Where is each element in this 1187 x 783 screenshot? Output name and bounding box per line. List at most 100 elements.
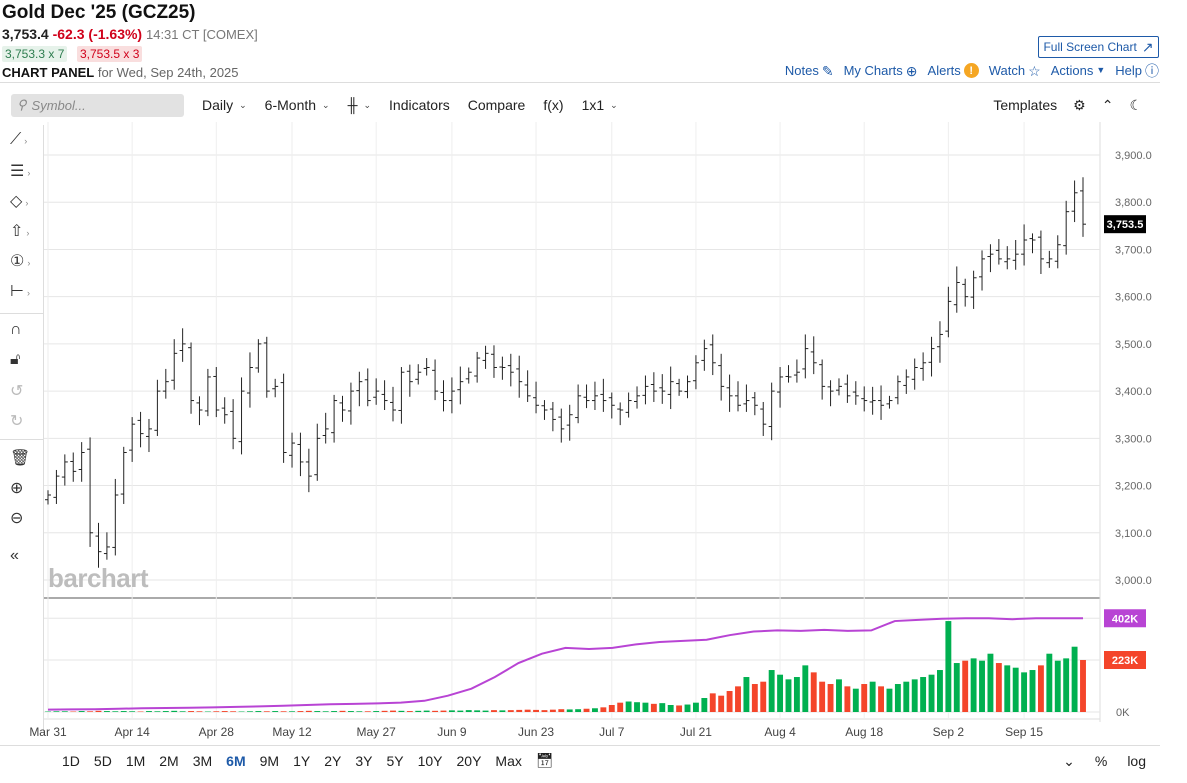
calendar-icon[interactable]: 📅︎ <box>535 752 554 768</box>
marker-tool-icon[interactable]: ① › <box>10 253 31 270</box>
range-1y[interactable]: 1Y <box>293 752 311 769</box>
redo-icon[interactable]: ↻ <box>10 413 24 430</box>
volume-bar <box>869 681 876 712</box>
ohlc-bar <box>617 402 624 426</box>
line-tool-icon[interactable]: ⟋ › <box>10 131 28 148</box>
range-dropdown[interactable]: 6-Month ⌄ <box>265 97 330 113</box>
alerts-link[interactable]: Alerts! <box>928 63 979 78</box>
templates-button[interactable]: Templates <box>993 97 1058 113</box>
arrow-tool-icon[interactable]: ⇧ › <box>10 223 30 240</box>
ohlc-bar <box>642 375 649 405</box>
ohlc-bar <box>718 353 725 401</box>
undo-icon[interactable]: ↺ <box>10 383 24 400</box>
ohlc-bar <box>78 442 85 482</box>
ohlc-bar <box>1029 233 1036 254</box>
volume-bar <box>398 710 405 712</box>
volume-bar <box>263 711 270 712</box>
range-buttons: 1D 5D 1M 2M 3M 6M 9M 1Y 2Y 3Y 5Y 10Y 20Y Max <box>48 753 522 769</box>
actions-label: Actions <box>1050 63 1094 78</box>
ohlc-bar <box>1080 177 1086 237</box>
date-tick-label: Jul 21 <box>680 725 712 739</box>
volume-bar <box>549 709 556 712</box>
price-tick-label: 3,700.0 <box>1115 244 1152 256</box>
ohlc-bar <box>760 401 767 436</box>
range-5d[interactable]: 5D <box>93 752 112 769</box>
layout-dropdown[interactable]: 1x1 ⌄ <box>582 97 618 113</box>
range-1m[interactable]: 1M <box>125 752 146 769</box>
percent-toggle[interactable]: % <box>1094 753 1108 769</box>
full-screen-chart-button[interactable]: Full Screen Chart ↗ <box>1038 36 1159 58</box>
actions-menu[interactable]: Actions ▼ <box>1051 63 1106 78</box>
ohlc-bar <box>558 408 565 443</box>
alert-icon: ! <box>963 63 979 78</box>
date-tick-label: Sep 2 <box>933 725 965 739</box>
ohlc-bar <box>634 386 641 409</box>
range-1d[interactable]: 1D <box>62 752 80 769</box>
chart-type-dropdown[interactable]: ╫ ⌄ <box>348 97 371 113</box>
ohlc-bar <box>583 384 590 409</box>
help-label: Help <box>1115 63 1142 78</box>
range-5y[interactable]: 5Y <box>386 752 404 769</box>
ohlc-bar <box>415 364 422 385</box>
divider <box>0 82 1160 83</box>
symbol-search-input[interactable]: ⚲ Symbol... <box>11 93 184 117</box>
volume-bar <box>726 691 733 712</box>
volume-bar <box>684 704 691 712</box>
date-tick-label: Aug 4 <box>764 725 796 739</box>
shape-tool-icon[interactable]: ◇ › <box>10 193 29 210</box>
range-bar: 1D 5D 1M 2M 3M 6M 9M 1Y 2Y 3Y 5Y 10Y 20Y Max 📅︎ ⌄ % l… <box>0 745 1160 775</box>
expand-down-icon[interactable]: ⌄ <box>1063 752 1075 769</box>
ohlc-bar <box>129 417 136 462</box>
indicators-button[interactable]: Indicators <box>389 97 450 113</box>
volume-bar <box>920 677 927 712</box>
range-max[interactable]: Max <box>495 752 522 769</box>
date-tick-label: May 12 <box>272 725 312 739</box>
watch-link[interactable]: Watch ☆ <box>989 63 1041 78</box>
my-charts-link[interactable]: My Charts ⊕ <box>844 63 918 78</box>
unlock-icon[interactable]: 🔓︎ <box>10 351 21 368</box>
volume-bar <box>491 710 497 712</box>
magnet-icon[interactable]: ∩ <box>10 321 22 338</box>
volume-bar <box>87 711 94 712</box>
range-9m[interactable]: 9M <box>259 752 280 769</box>
dark-mode-moon-icon[interactable]: ☾ <box>1129 96 1142 113</box>
log-toggle[interactable]: log <box>1127 753 1146 769</box>
volume-bar <box>928 674 935 712</box>
function-button[interactable]: f(x) <box>543 97 564 113</box>
ohlc-bar <box>145 418 152 453</box>
trash-icon[interactable]: 🗑︎ <box>10 450 31 467</box>
range-3m[interactable]: 3M <box>192 752 213 769</box>
notes-link[interactable]: Notes ✎ <box>785 63 834 78</box>
volume-bar <box>751 684 758 712</box>
ohlc-bar <box>448 377 455 414</box>
volume-bar <box>78 711 85 712</box>
range-10y[interactable]: 10Y <box>417 752 443 769</box>
ohlc-bar <box>726 374 733 412</box>
chevron-down-icon: ⌄ <box>610 99 618 110</box>
volume-bar <box>625 701 632 712</box>
compare-button[interactable]: Compare <box>467 97 526 113</box>
divider <box>0 439 44 440</box>
price-chart[interactable]: 3,000.0 3,100.0 3,200.0 3,300.0 3,400.0 3,500… <box>0 122 1160 745</box>
range-2m[interactable]: 2M <box>159 752 179 769</box>
ohlc-bar <box>911 358 918 390</box>
zoom-in-icon[interactable]: ⊕ <box>10 480 24 497</box>
ohlc-bar <box>272 378 279 398</box>
collapse-sidebar-icon[interactable]: « <box>10 547 19 564</box>
measure-tool-icon[interactable]: ⊢ › <box>10 283 30 300</box>
range-2y[interactable]: 2Y <box>324 752 342 769</box>
zoom-out-icon[interactable]: ⊖ <box>10 510 24 527</box>
range-3y[interactable]: 3Y <box>355 752 373 769</box>
volume-bar <box>381 710 388 712</box>
chevron-down-icon: ⌄ <box>239 99 247 110</box>
volume-bar <box>448 710 455 712</box>
range-6m[interactable]: 6M <box>226 752 246 769</box>
ohlc-bar <box>709 334 716 376</box>
interval-dropdown[interactable]: Daily ⌄ <box>202 97 247 113</box>
help-link[interactable]: Help ⓘ <box>1115 63 1159 78</box>
date-tick-label: Jul 7 <box>599 725 625 739</box>
settings-gear-icon[interactable]: ⚙ <box>1073 96 1086 113</box>
fibonacci-tool-icon[interactable]: ☰ › <box>10 163 31 180</box>
collapse-up-icon[interactable]: ⌃ <box>1101 96 1114 113</box>
range-20y[interactable]: 20Y <box>456 752 482 769</box>
